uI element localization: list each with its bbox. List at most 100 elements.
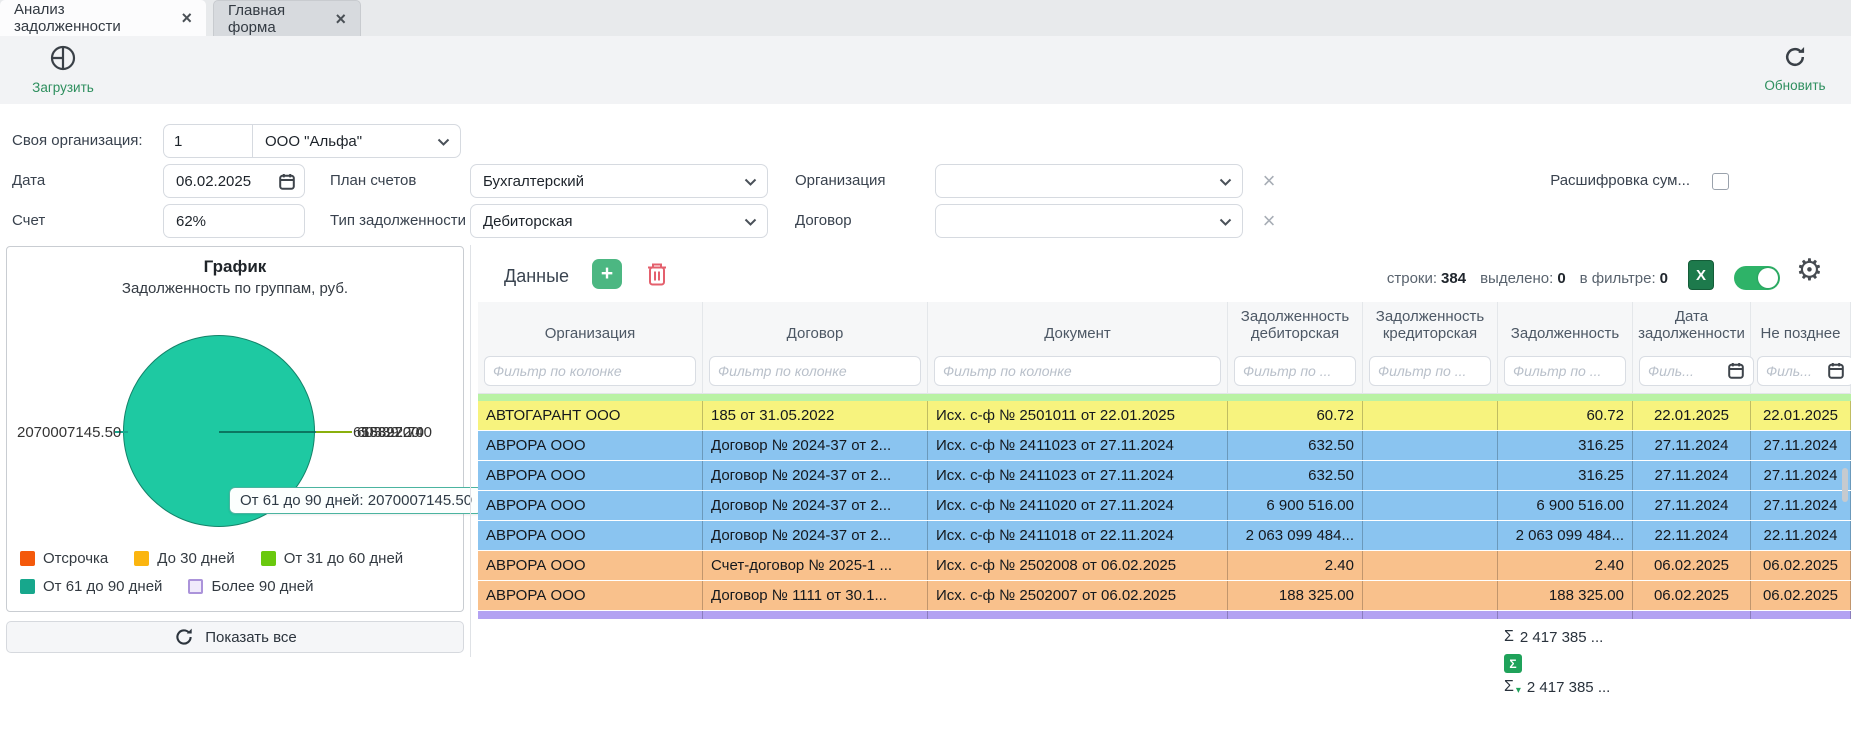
table-cell[interactable]: 27.11.2024 — [1751, 431, 1851, 460]
own-org-select[interactable]: 1 ООО "Альфа" — [163, 124, 461, 158]
table-row[interactable]: АВРОРА ОООДоговор № 2024-37 от 2...Исх. … — [478, 431, 1851, 461]
table-cell[interactable]: АВРОРА ООО — [478, 491, 703, 520]
table-cell[interactable] — [1363, 551, 1498, 580]
column-filter-input[interactable] — [1757, 356, 1851, 386]
table-cell[interactable] — [1363, 581, 1498, 610]
color-toggle[interactable] — [1734, 266, 1780, 290]
legend-item[interactable]: От 61 до 90 дней — [20, 578, 162, 595]
close-icon[interactable]: × — [335, 10, 346, 28]
column-header[interactable]: Договор — [703, 302, 928, 348]
add-row-button[interactable]: + — [592, 259, 622, 289]
table-cell[interactable]: 60.72 — [1228, 401, 1363, 430]
table-cell[interactable]: АВРОРА ООО — [478, 551, 703, 580]
table-cell[interactable]: 243 000.00 — [1228, 611, 1363, 619]
table-row[interactable]: АВРОРА ОООДоговор № 2024-37 от 2...Исх. … — [478, 491, 1851, 521]
column-header[interactable]: Организация — [478, 302, 703, 348]
table-cell[interactable]: 2.40 — [1228, 551, 1363, 580]
table-cell[interactable]: Исх. с-ф № 617 от 16.09.2024 — [928, 611, 1228, 619]
column-header[interactable]: Документ — [928, 302, 1228, 348]
table-cell[interactable]: 06.02.2025 — [1633, 581, 1751, 610]
table-cell[interactable] — [1363, 611, 1498, 619]
organization-select[interactable] — [935, 164, 1243, 198]
refresh-button[interactable]: Обновить — [1755, 44, 1835, 93]
date-value[interactable]: 06.02.2025 — [164, 173, 279, 190]
load-button[interactable]: Загрузить — [24, 44, 102, 95]
table-cell[interactable]: 27.11.2024 — [1633, 431, 1751, 460]
table-cell[interactable]: 316.25 — [1498, 431, 1633, 460]
table-row-partial-green[interactable] — [478, 394, 1851, 401]
table-cell[interactable]: Договор № 2024-37 от 2... — [703, 431, 928, 460]
table-cell[interactable]: 27.11.2024 — [1633, 491, 1751, 520]
table-cell[interactable]: П-63 от 30.01.2023 — [703, 611, 928, 619]
date-input[interactable]: 06.02.2025 — [163, 164, 305, 198]
legend-item[interactable]: Более 90 дней — [188, 578, 313, 595]
table-cell[interactable]: Договор № 2024-37 от 2... — [703, 461, 928, 490]
table-row[interactable]: АВРОРА ОООДоговор № 2024-37 от 2...Исх. … — [478, 521, 1851, 551]
table-cell[interactable]: 632.50 — [1228, 431, 1363, 460]
table-row[interactable]: АВРОРА ОООДоговор № 1111 от 30.1...Исх. … — [478, 581, 1851, 611]
table-cell[interactable]: 2 063 099 484... — [1228, 521, 1363, 550]
sum-breakdown-checkbox[interactable] — [1712, 173, 1729, 190]
table-cell[interactable]: Исх. с-ф № 2502008 от 06.02.2025 — [928, 551, 1228, 580]
table-cell[interactable]: 06.02.2025 — [1633, 551, 1751, 580]
legend-item[interactable]: До 30 дней — [134, 550, 234, 567]
legend-item[interactable]: Отсрочка — [20, 550, 108, 567]
table-cell[interactable]: Договор № 2024-37 от 2... — [703, 491, 928, 520]
sum-button[interactable]: Σ — [1504, 654, 1522, 673]
table-cell[interactable]: АВРОРА ООО — [478, 581, 703, 610]
table-cell[interactable] — [1363, 431, 1498, 460]
table-cell[interactable] — [1363, 491, 1498, 520]
table-row[interactable]: ВИТНЕМАН ОООП-63 от 30.01.2023Исх. с-ф №… — [478, 611, 1851, 619]
chart-of-accounts-value[interactable]: Бухгалтерский — [471, 173, 744, 190]
table-cell[interactable]: Исх. с-ф № 2411018 от 22.11.2024 — [928, 521, 1228, 550]
column-filter-input[interactable] — [1504, 356, 1626, 386]
calendar-icon[interactable] — [279, 173, 295, 190]
contract-clear-icon[interactable]: × — [1256, 204, 1282, 238]
table-cell[interactable]: 22.11.2024 — [1633, 521, 1751, 550]
table-cell[interactable]: 188 325.00 — [1498, 581, 1633, 610]
chart-of-accounts-select[interactable]: Бухгалтерский — [470, 164, 768, 198]
table-cell[interactable] — [1363, 521, 1498, 550]
contract-select[interactable] — [935, 204, 1243, 238]
chevron-down-icon[interactable] — [744, 213, 757, 230]
table-cell[interactable]: 243 000.00 — [1498, 611, 1633, 619]
table-row[interactable]: АВРОРА ОООДоговор № 2024-37 от 2...Исх. … — [478, 461, 1851, 491]
table-cell[interactable] — [1363, 401, 1498, 430]
column-filter-input[interactable] — [934, 356, 1221, 386]
vertical-scrollbar[interactable] — [1842, 468, 1848, 502]
table-cell[interactable]: Исх. с-ф № 2411023 от 27.11.2024 — [928, 461, 1228, 490]
table-cell[interactable]: 27.11.2024 — [1633, 461, 1751, 490]
column-header[interactable]: Задолженность дебиторская — [1228, 302, 1363, 348]
debt-type-select[interactable]: Дебиторская — [470, 204, 768, 238]
chevron-down-icon[interactable] — [1219, 173, 1232, 190]
export-excel-button[interactable]: X — [1688, 260, 1714, 290]
column-filter-input[interactable] — [709, 356, 921, 386]
column-header[interactable]: Дата задолженности — [1633, 302, 1751, 348]
column-filter-input[interactable] — [1639, 356, 1754, 386]
table-row[interactable]: АВТОГАРАНТ ООО185 от 31.05.2022Исх. с-ф … — [478, 401, 1851, 431]
table-cell[interactable]: 27.11.2024 — [1751, 491, 1851, 520]
debt-type-value[interactable]: Дебиторская — [471, 213, 744, 230]
table-cell[interactable]: Исх. с-ф № 2501011 от 22.01.2025 — [928, 401, 1228, 430]
own-org-code[interactable]: 1 — [164, 125, 253, 157]
table-cell[interactable]: 185 от 31.05.2022 — [703, 401, 928, 430]
table-cell[interactable]: 2 063 099 484... — [1498, 521, 1633, 550]
table-cell[interactable]: Исх. с-ф № 2411023 от 27.11.2024 — [928, 431, 1228, 460]
settings-gear-icon[interactable]: ⚙ — [1796, 256, 1823, 286]
table-cell[interactable]: АВРОРА ООО — [478, 431, 703, 460]
table-cell[interactable]: 6 900 516.00 — [1498, 491, 1633, 520]
table-cell[interactable] — [1363, 461, 1498, 490]
table-cell[interactable]: 27.11.2024 — [1751, 461, 1851, 490]
table-cell[interactable]: Договор № 1111 от 30.1... — [703, 581, 928, 610]
table-cell[interactable]: 22.01.2025 — [1751, 401, 1851, 430]
tab-debt-analysis[interactable]: Анализ задолженности × — [0, 0, 206, 36]
legend-item[interactable]: От 31 до 60 дней — [261, 550, 403, 567]
table-cell[interactable]: 22.01.2025 — [1633, 401, 1751, 430]
table-cell[interactable]: Исх. с-ф № 2502007 от 06.02.2025 — [928, 581, 1228, 610]
account-value[interactable]: 62% — [164, 213, 304, 230]
column-header[interactable]: Задолженность — [1498, 302, 1633, 348]
column-header[interactable]: Не позднее — [1751, 302, 1851, 348]
table-cell[interactable]: Договор № 2024-37 от 2... — [703, 521, 928, 550]
table-cell[interactable]: 632.50 — [1228, 461, 1363, 490]
column-filter-input[interactable] — [1369, 356, 1491, 386]
